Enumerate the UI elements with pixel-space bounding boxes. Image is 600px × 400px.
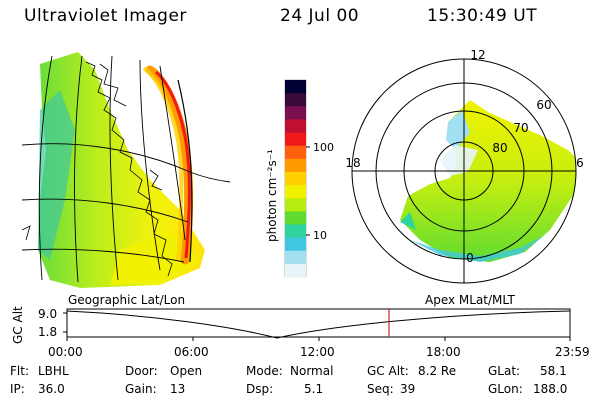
mode-label: Mode:	[246, 364, 283, 378]
colorbar-segment	[285, 93, 306, 107]
colorbar-segment	[285, 185, 306, 199]
altitude-curve	[66, 310, 571, 339]
mlat-label-60: 60	[536, 98, 551, 112]
altitude-timeline: GC Alt	[11, 306, 571, 344]
time-label: 15:30:49 UT	[427, 6, 538, 26]
door-value: Open	[170, 364, 203, 378]
colorbar-segment	[285, 263, 306, 278]
timeline-xtick-2: 12:00	[300, 345, 335, 359]
gain-value: 13	[170, 382, 186, 396]
colorbar-tick-label-100: 100	[313, 141, 334, 154]
colorbar-segment	[285, 132, 306, 147]
gc-alt-label: GC Alt:	[367, 364, 409, 378]
dsp-value: 5.1	[304, 382, 324, 396]
colorbar-segment	[285, 80, 306, 94]
polar-panel: 12 18 6 0 60 70 80	[345, 48, 584, 284]
mlat-label-80: 80	[492, 141, 507, 155]
timeline-xtick-4: 23:59	[555, 345, 590, 359]
glon-value: 188.0	[533, 382, 568, 396]
colorbar-tick-label-10: 10	[313, 229, 327, 242]
filter-label: Flt:	[10, 364, 29, 378]
timeline-ytick-bottom: 1.8	[38, 325, 58, 339]
glat-value: 58.1	[540, 364, 567, 378]
colorbar-segment	[285, 119, 306, 134]
mlt-label-12: 12	[470, 48, 485, 62]
mlt-label-6: 6	[576, 156, 584, 170]
door-label: Door:	[125, 364, 158, 378]
colorbar-segment	[285, 224, 306, 239]
colorbar-segment	[285, 145, 306, 160]
date-label: 24 Jul 00	[280, 6, 360, 26]
colorbar-segment	[285, 171, 306, 186]
geo-emission-region	[38, 52, 205, 288]
polar-panel-label: Apex MLat/MLT	[425, 293, 515, 307]
filter-value: LBHL	[38, 364, 69, 378]
timeline-xtick-3: 18:00	[426, 345, 461, 359]
glat-label: GLat:	[488, 364, 521, 378]
timeline-ylabel: GC Alt	[11, 306, 25, 344]
mode-value: Normal	[290, 364, 334, 378]
colorbar-unit-label: photon cm⁻²s⁻¹	[265, 149, 279, 242]
timeline-ytick-top: 9.0	[38, 307, 58, 321]
seq-label: Seq:	[367, 382, 394, 396]
timeline-xtick-1: 06:00	[174, 345, 209, 359]
colorbar-segment	[285, 237, 306, 252]
colorbar	[284, 79, 310, 278]
geo-panel-label: Geographic Lat/Lon	[68, 293, 186, 307]
colorbar-segment	[285, 250, 306, 265]
mlat-label-70: 70	[513, 121, 528, 135]
geographic-image-panel	[21, 52, 230, 288]
dsp-label: Dsp:	[246, 382, 274, 396]
seq-value: 39	[400, 382, 416, 396]
mlt-label-0: 0	[466, 251, 474, 265]
colorbar-segment	[285, 211, 306, 225]
gain-label: Gain:	[125, 382, 157, 396]
timeline-xtick-0: 00:00	[48, 345, 83, 359]
instrument-title: Ultraviolet Imager	[24, 6, 187, 26]
colorbar-segment	[285, 198, 306, 212]
ip-label: IP:	[10, 382, 25, 396]
timeline-frame	[66, 308, 571, 338]
ip-value: 36.0	[38, 382, 65, 396]
colorbar-segment	[285, 158, 306, 173]
polar-emission-region	[400, 100, 576, 262]
mlt-label-18: 18	[345, 156, 360, 170]
glon-label: GLon:	[488, 382, 523, 396]
gc-alt-value: 8.2 Re	[418, 364, 457, 378]
colorbar-segment	[285, 106, 306, 120]
